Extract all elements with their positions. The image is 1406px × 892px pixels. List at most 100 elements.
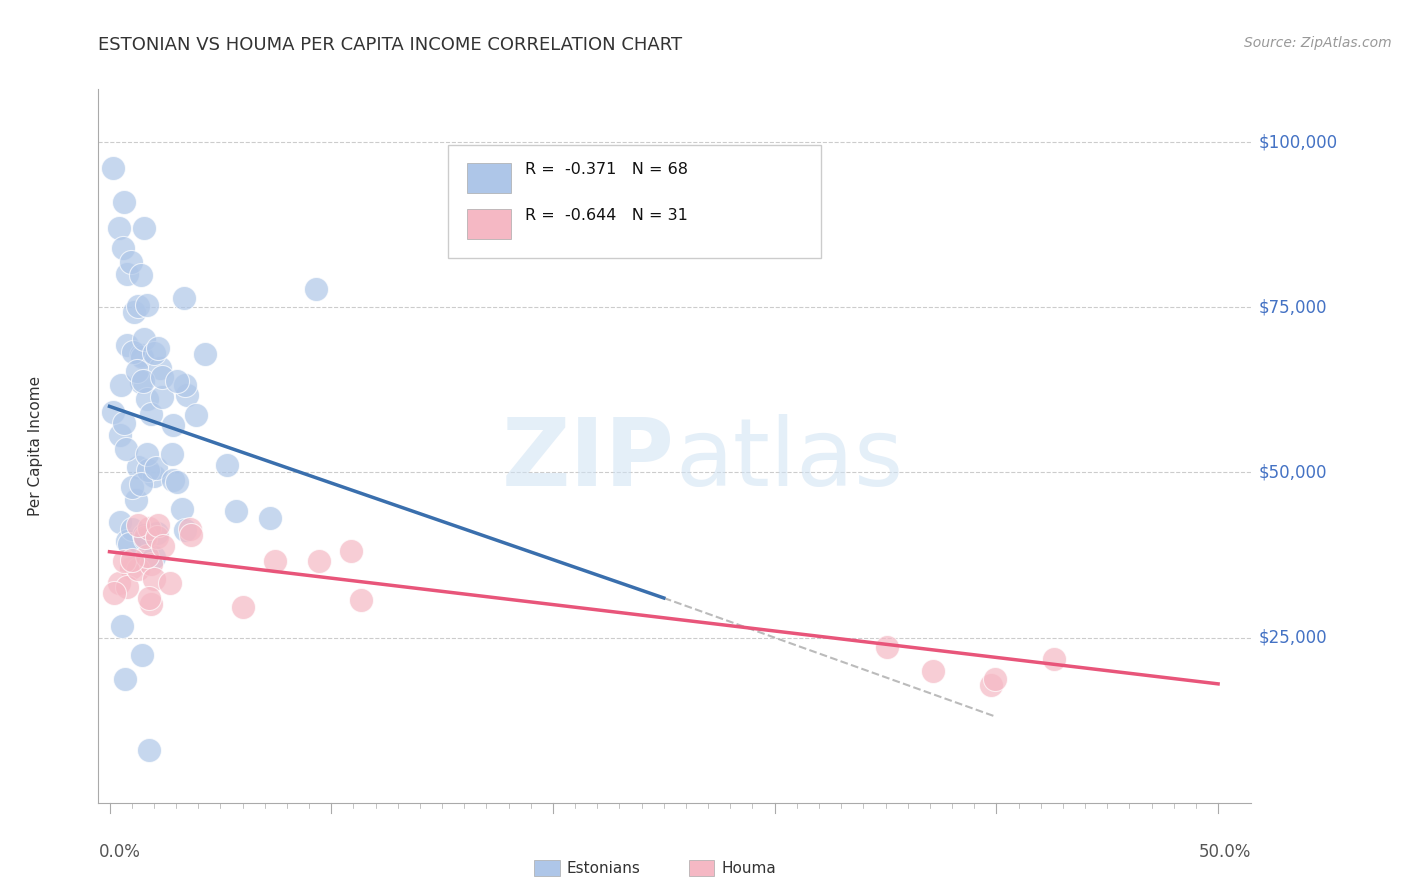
Text: R =  -0.371   N = 68: R = -0.371 N = 68 xyxy=(524,161,688,177)
Point xyxy=(134,531,156,545)
Point xyxy=(114,672,136,686)
Point xyxy=(179,523,201,537)
Point xyxy=(136,392,159,407)
Point xyxy=(173,523,195,537)
Point xyxy=(162,417,184,432)
Point xyxy=(132,374,155,388)
Point xyxy=(101,161,124,176)
Point xyxy=(103,586,125,600)
Point xyxy=(162,447,184,461)
Point xyxy=(136,549,159,563)
Point xyxy=(141,557,163,571)
Point xyxy=(142,469,165,483)
Point xyxy=(146,530,169,544)
Point xyxy=(138,520,160,534)
Point xyxy=(132,332,155,346)
Point xyxy=(127,299,149,313)
Point xyxy=(308,554,330,568)
Text: 50.0%: 50.0% xyxy=(1199,843,1251,861)
Point xyxy=(136,447,159,461)
Point xyxy=(129,268,152,282)
Point xyxy=(120,254,142,268)
Point xyxy=(186,408,208,422)
Text: $50,000: $50,000 xyxy=(1258,464,1327,482)
Point xyxy=(124,493,146,508)
Point xyxy=(101,405,124,419)
Point xyxy=(108,575,131,590)
Point xyxy=(984,672,1007,686)
Point xyxy=(107,221,129,235)
Point xyxy=(132,528,155,542)
Point xyxy=(115,338,138,352)
Point xyxy=(111,618,134,632)
Point xyxy=(135,298,157,312)
Point xyxy=(264,553,287,567)
Bar xyxy=(467,162,512,193)
Point xyxy=(232,600,254,615)
Point xyxy=(876,640,898,654)
Point xyxy=(115,580,138,594)
Point xyxy=(340,544,363,558)
Point xyxy=(1042,652,1064,666)
Point xyxy=(115,267,138,281)
Point xyxy=(225,504,247,518)
Point xyxy=(131,648,153,662)
Point xyxy=(112,416,135,430)
Point xyxy=(150,369,173,384)
Point xyxy=(921,665,943,679)
Point xyxy=(131,351,153,365)
Point xyxy=(121,345,143,359)
Point xyxy=(152,539,174,553)
Point xyxy=(122,304,145,318)
Point xyxy=(112,554,135,568)
Bar xyxy=(467,209,512,239)
Point xyxy=(138,743,160,757)
Point xyxy=(142,345,165,359)
Point xyxy=(108,428,131,442)
Point xyxy=(146,518,169,533)
Point xyxy=(146,341,169,355)
Point xyxy=(132,221,155,235)
Text: $100,000: $100,000 xyxy=(1258,133,1337,151)
Text: $75,000: $75,000 xyxy=(1258,298,1327,317)
Point xyxy=(129,476,152,491)
Point xyxy=(129,348,152,362)
Point xyxy=(121,552,143,566)
Point xyxy=(148,360,170,375)
Point xyxy=(166,475,188,490)
Text: ESTONIAN VS HOUMA PER CAPITA INCOME CORRELATION CHART: ESTONIAN VS HOUMA PER CAPITA INCOME CORR… xyxy=(98,36,682,54)
Text: Houma: Houma xyxy=(721,861,776,876)
Point xyxy=(134,533,156,547)
Point xyxy=(127,562,149,576)
Point xyxy=(136,550,159,565)
Text: R =  -0.644   N = 31: R = -0.644 N = 31 xyxy=(524,208,688,223)
Point xyxy=(121,522,143,536)
Point xyxy=(350,593,373,607)
Point xyxy=(121,480,143,494)
Point xyxy=(127,460,149,475)
Point xyxy=(176,388,198,402)
Point xyxy=(173,291,195,305)
Text: $25,000: $25,000 xyxy=(1258,629,1327,647)
Point xyxy=(118,537,141,551)
Text: ZIP: ZIP xyxy=(502,414,675,507)
Point xyxy=(980,678,1002,692)
Point xyxy=(139,408,162,422)
Point xyxy=(139,597,162,611)
Text: Source: ZipAtlas.com: Source: ZipAtlas.com xyxy=(1244,36,1392,50)
Point xyxy=(305,281,328,295)
FancyBboxPatch shape xyxy=(447,145,821,259)
Point xyxy=(129,376,152,390)
Point xyxy=(142,572,165,586)
Point xyxy=(150,390,173,404)
Point xyxy=(162,473,184,487)
Point xyxy=(180,528,202,542)
Point xyxy=(170,501,193,516)
Point xyxy=(138,591,160,605)
Point xyxy=(111,241,134,255)
Point xyxy=(136,463,159,477)
Point xyxy=(145,461,167,475)
Point xyxy=(166,375,188,389)
Point xyxy=(146,525,169,540)
Point xyxy=(114,442,136,456)
